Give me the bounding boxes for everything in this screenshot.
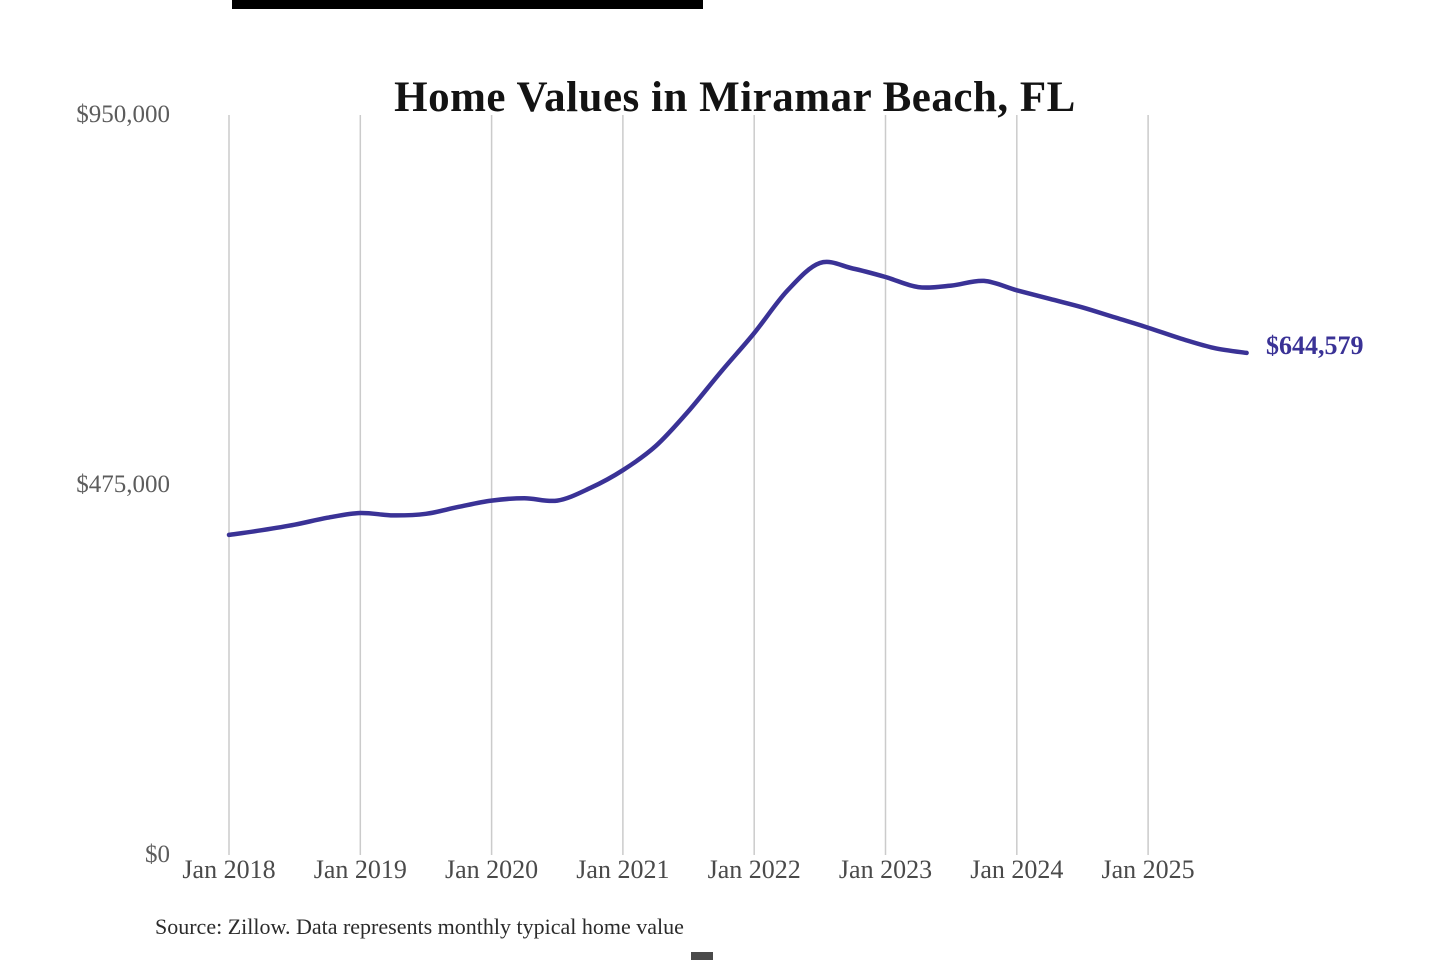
chart-title: Home Values in Miramar Beach, FL — [394, 73, 1076, 121]
source-note: Source: Zillow. Data represents monthly … — [155, 914, 684, 939]
y-tick-950000: $950,000 — [76, 101, 170, 128]
x-tick-jan-2025: Jan 2025 — [1101, 855, 1195, 884]
x-tick-jan-2022: Jan 2022 — [707, 855, 801, 884]
home-value-line — [226, 259, 1249, 538]
top-black-bar — [232, 0, 703, 9]
bottom-black-mark — [691, 952, 713, 960]
x-tick-jan-2024: Jan 2024 — [970, 855, 1064, 884]
y-tick-475000: $475,000 — [76, 471, 170, 498]
x-tick-jan-2021: Jan 2021 — [576, 855, 670, 884]
latest-value-label: $644,579 — [1266, 331, 1364, 360]
x-tick-jan-2019: Jan 2019 — [313, 855, 407, 884]
x-tick-jan-2018: Jan 2018 — [182, 855, 276, 884]
x-tick-jan-2023: Jan 2023 — [838, 855, 933, 884]
y-tick-0: $0 — [145, 841, 170, 868]
x-tick-jan-2020: Jan 2020 — [445, 855, 539, 884]
